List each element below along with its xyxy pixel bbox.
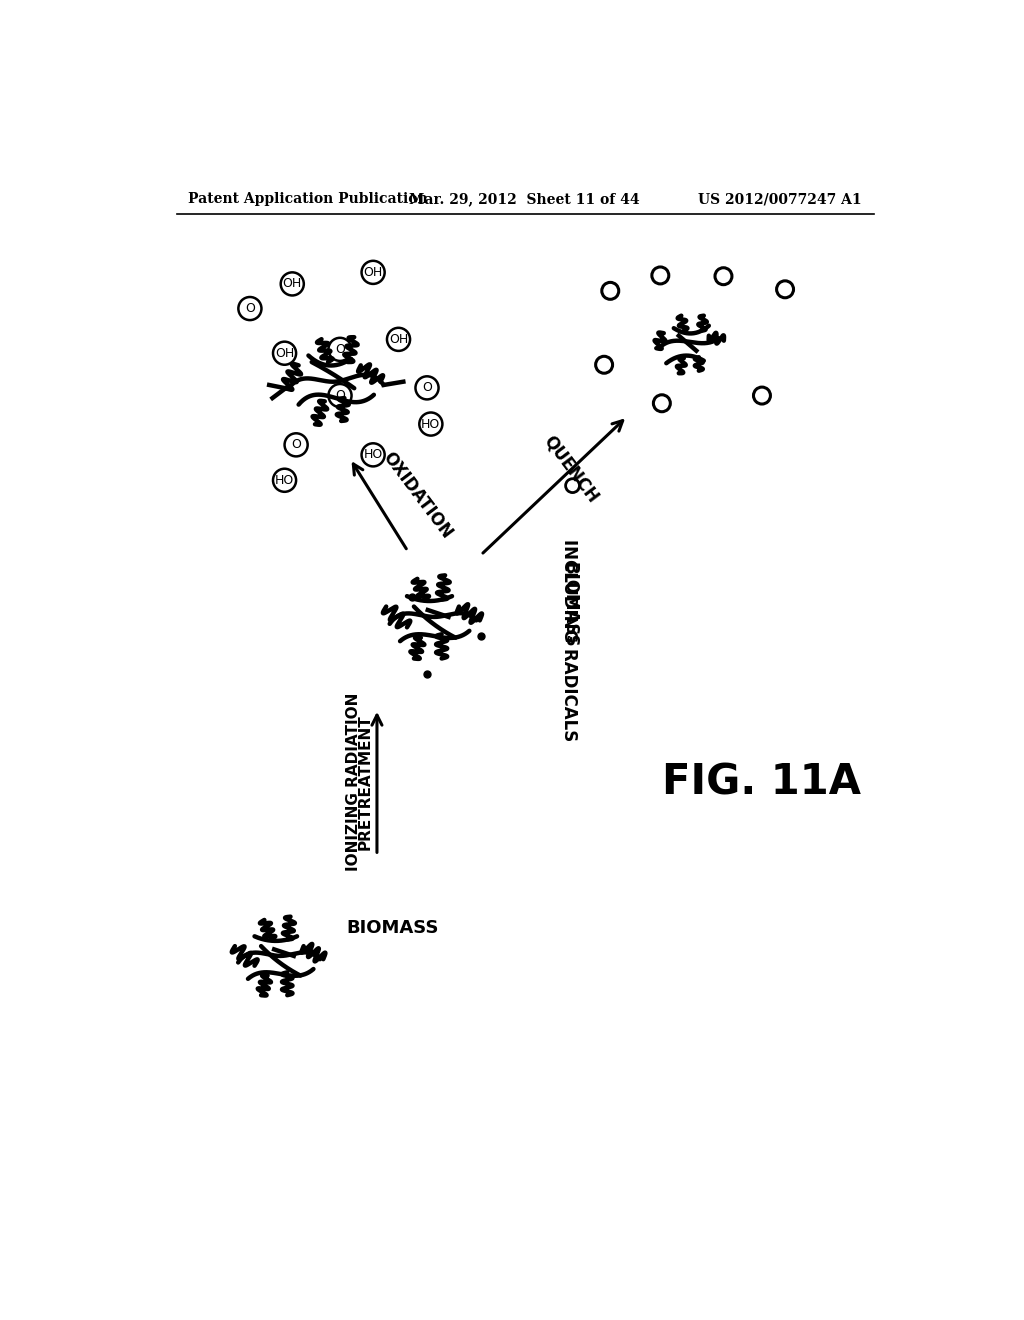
Text: O: O — [422, 381, 432, 395]
Text: HO: HO — [274, 474, 294, 487]
Text: BIOMASS: BIOMASS — [346, 920, 438, 937]
Text: O: O — [335, 389, 345, 403]
Text: OH: OH — [274, 347, 294, 360]
Text: QUENCH: QUENCH — [540, 432, 602, 506]
Text: O: O — [335, 343, 345, 356]
Text: Mar. 29, 2012  Sheet 11 of 44: Mar. 29, 2012 Sheet 11 of 44 — [410, 193, 640, 206]
Text: FIG. 11A: FIG. 11A — [663, 762, 861, 803]
Text: O: O — [245, 302, 255, 315]
Text: Patent Application Publication: Patent Application Publication — [188, 193, 428, 206]
Text: HO: HO — [421, 417, 440, 430]
Text: O: O — [291, 438, 301, 451]
Text: PRETREATMENT: PRETREATMENT — [358, 714, 373, 850]
Text: OH: OH — [283, 277, 302, 290]
Text: BIOMASS: BIOMASS — [560, 562, 579, 648]
Text: OH: OH — [389, 333, 409, 346]
Text: IONIZING RADIATION: IONIZING RADIATION — [346, 693, 361, 871]
Text: OH: OH — [364, 265, 383, 279]
Text: US 2012/0077247 A1: US 2012/0077247 A1 — [698, 193, 862, 206]
Text: INCLUDING RADICALS: INCLUDING RADICALS — [560, 539, 579, 741]
Text: OXIDATION: OXIDATION — [380, 447, 456, 541]
Text: HO: HO — [364, 449, 383, 462]
